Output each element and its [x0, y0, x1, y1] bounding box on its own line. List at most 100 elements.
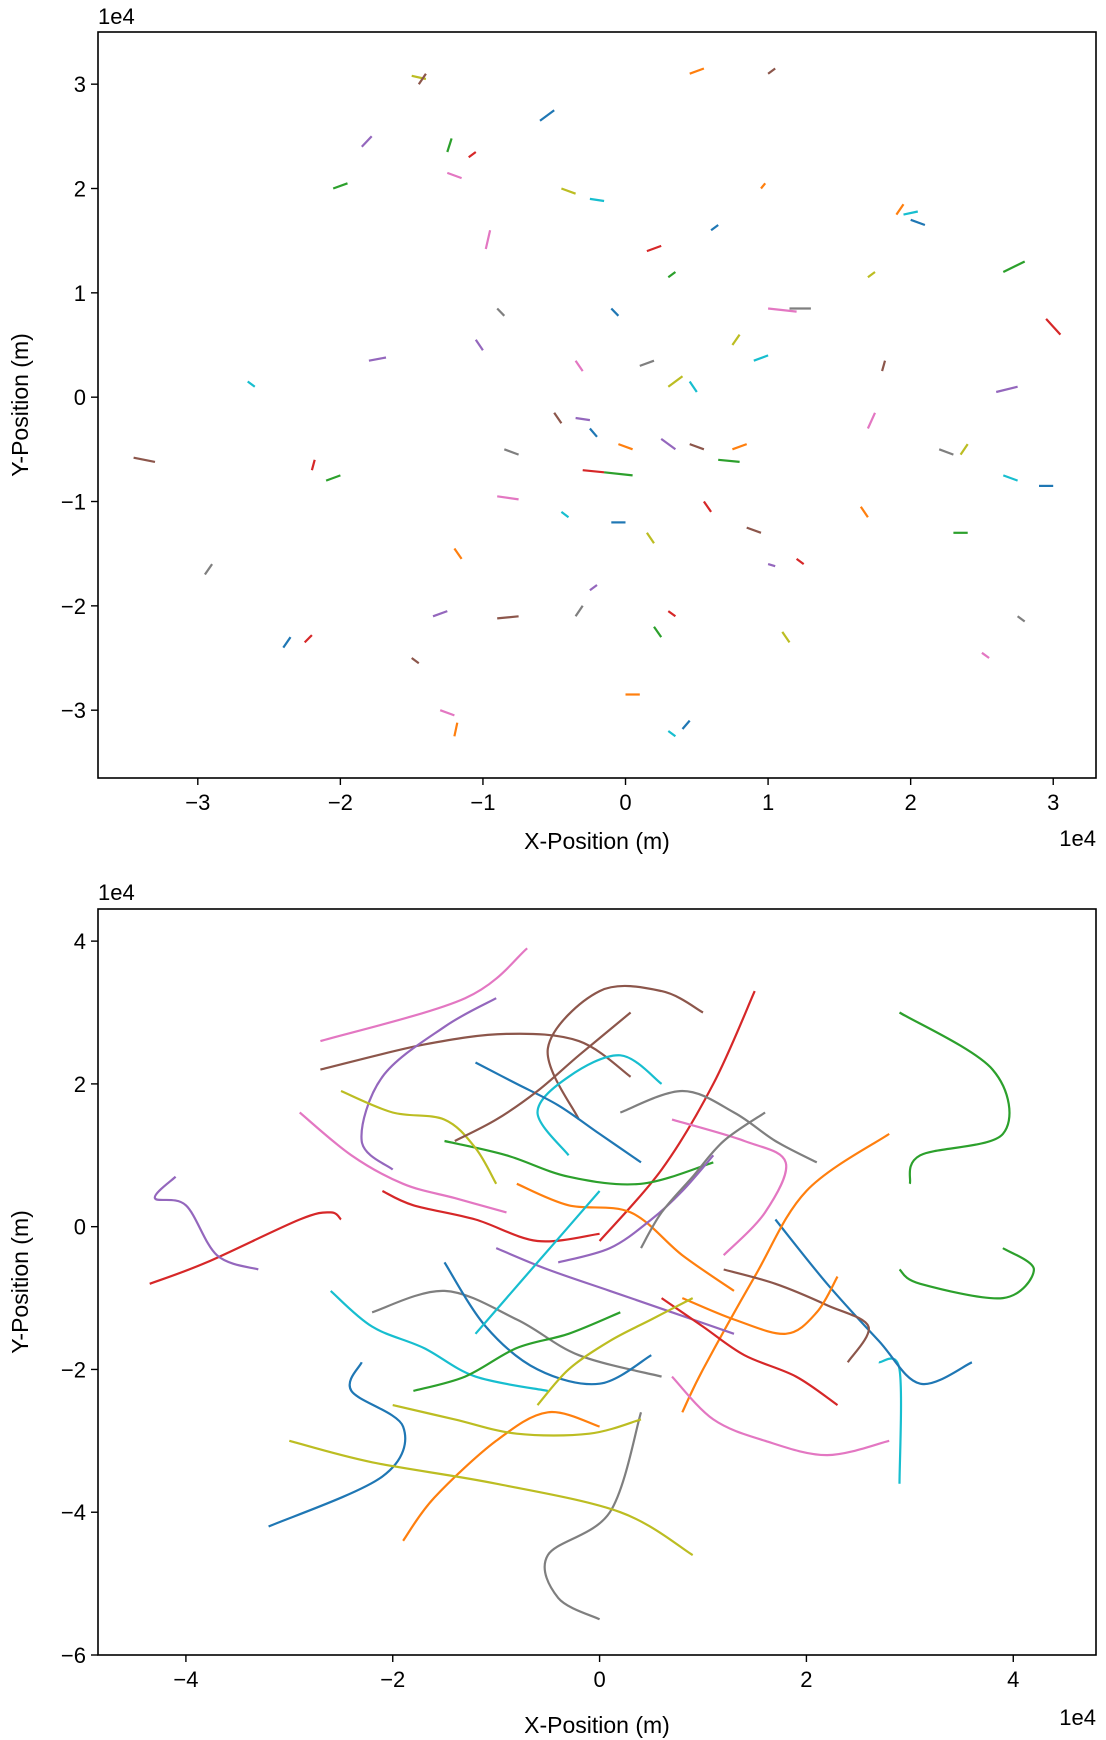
top-trajectory-42: [603, 471, 633, 477]
bottom-x-tick-label: 2: [800, 1667, 812, 1692]
top-trajectory-80: [710, 224, 719, 232]
bottom-trajectory-20: [443, 1261, 652, 1386]
top-trajectory-61: [859, 506, 869, 518]
top-trajectory-82: [667, 271, 677, 279]
top-trajectory-26: [439, 709, 455, 717]
top-trajectory-27: [574, 605, 584, 617]
bottom-trajectory-22: [444, 1139, 714, 1186]
top-trajectory-9: [247, 380, 256, 388]
top-x-tick-label: −2: [328, 790, 353, 815]
top-trajectory-63: [795, 558, 805, 565]
bottom-trajectory-2: [898, 1011, 1011, 1185]
top-trajectory-23: [310, 459, 316, 471]
bottom-trajectory-1: [402, 1411, 600, 1542]
bottom-trajectory-32: [413, 1311, 621, 1392]
top-panel: −3 −2 −1 0 1 2 3 −3 −2 −1 0 1 2 3 1e4 1e4 X-Position …: [7, 4, 1097, 854]
top-trajectory-52: [1002, 260, 1026, 273]
top-trajectory-3: [303, 634, 313, 644]
top-y-tick-label: −3: [61, 698, 86, 723]
top-trajectory-46: [767, 307, 797, 313]
bottom-y-tick-label: 0: [74, 1215, 86, 1240]
top-trajectory-31: [732, 443, 748, 451]
bottom-trajectory-37: [640, 1111, 766, 1249]
bottom-trajectory-6: [320, 947, 528, 1043]
top-trajectory-6: [484, 229, 492, 250]
top-y-tick-label: 0: [74, 385, 86, 410]
top-trajectory-57: [938, 448, 954, 456]
top-trajectory-41: [618, 443, 633, 451]
bottom-trajectories: [149, 947, 1036, 1621]
top-x-axis-label: X-Position (m): [524, 828, 670, 854]
bottom-trajectory-21: [516, 1182, 735, 1292]
top-trajectory-43: [582, 469, 605, 474]
top-y-tick-label: 3: [74, 72, 86, 97]
top-trajectory-85: [767, 67, 776, 75]
top-trajectory-58: [959, 443, 969, 456]
bottom-axes-frame: [97, 908, 1097, 1656]
bottom-x-tick-label: 4: [1007, 1667, 1019, 1692]
bottom-y-axis-label: Y-Position (m): [7, 1210, 33, 1354]
top-x-tick-label: 0: [619, 790, 631, 815]
top-trajectory-68: [781, 631, 791, 644]
bottom-x-tick-label: 0: [593, 1667, 605, 1692]
bottom-trajectory-34: [557, 1154, 715, 1264]
top-y-tick-label: 2: [74, 177, 86, 202]
bottom-trajectory-25: [723, 1268, 870, 1363]
top-trajectory-24: [432, 610, 448, 618]
top-y-offset-label: 1e4: [98, 4, 135, 29]
bottom-x-offset-label: 1e4: [1059, 1705, 1096, 1730]
top-trajectory-15: [417, 73, 427, 85]
bottom-trajectory-7: [543, 1411, 643, 1621]
top-trajectory-67: [1016, 615, 1026, 623]
top-trajectory-13: [468, 151, 477, 159]
bottom-y-offset-label: 1e4: [98, 880, 135, 905]
top-trajectory-73: [667, 610, 677, 618]
bottom-plot-area: [98, 909, 1096, 1655]
top-trajectory-72: [653, 626, 663, 638]
top-trajectory-54: [995, 385, 1018, 394]
top-trajectory-84: [474, 339, 484, 351]
top-axes-frame: [97, 31, 1097, 779]
bottom-trajectory-5: [320, 1032, 632, 1078]
top-trajectory-76: [497, 495, 519, 501]
top-trajectory-1: [453, 722, 459, 737]
bottom-y-tick-label: −4: [61, 1500, 86, 1525]
bottom-trajectory-18: [392, 1404, 642, 1437]
top-trajectory-18: [561, 187, 576, 195]
top-trajectory-81: [760, 182, 767, 190]
top-trajectory-7: [203, 563, 214, 576]
top-trajectory-56: [866, 412, 877, 429]
top-trajectory-64: [767, 563, 776, 568]
bottom-trajectory-12: [898, 1247, 1036, 1300]
bottom-x-tick-label: −2: [380, 1667, 405, 1692]
top-trajectory-36: [574, 360, 584, 372]
bottom-trajectory-19: [329, 1290, 549, 1392]
top-trajectory-29: [560, 511, 570, 519]
top-trajectory-37: [639, 359, 655, 367]
top-trajectory-79: [753, 354, 769, 362]
bottom-trajectory-33: [660, 1297, 839, 1407]
bottom-trajectory-4: [153, 1175, 259, 1271]
top-x-offset-label: 1e4: [1059, 826, 1096, 851]
bottom-trajectory-30: [474, 1061, 642, 1164]
top-trajectory-11: [453, 547, 463, 560]
top-trajectory-69: [667, 730, 677, 738]
top-trajectory-74: [589, 584, 598, 592]
top-trajectory-59: [1002, 474, 1018, 482]
bottom-trajectory-28: [340, 1089, 498, 1185]
top-y-axis-label: Y-Position (m): [7, 333, 33, 477]
top-axis-ticks: −3 −2 −1 0 1 2 3 −3 −2 −1 0 1 2 3: [61, 72, 1059, 815]
top-trajectory-65: [746, 526, 762, 534]
top-trajectory-55: [881, 360, 887, 372]
top-trajectory-25: [411, 657, 420, 665]
bottom-trajectory-35: [454, 1011, 632, 1142]
top-trajectory-48: [867, 271, 876, 279]
top-trajectory-34: [575, 416, 591, 422]
top-trajectory-28: [645, 532, 655, 544]
top-x-tick-label: 1: [762, 790, 774, 815]
top-y-tick-label: −2: [61, 594, 86, 619]
top-trajectory-33: [702, 500, 713, 513]
bottom-trajectory-36: [298, 1111, 507, 1214]
